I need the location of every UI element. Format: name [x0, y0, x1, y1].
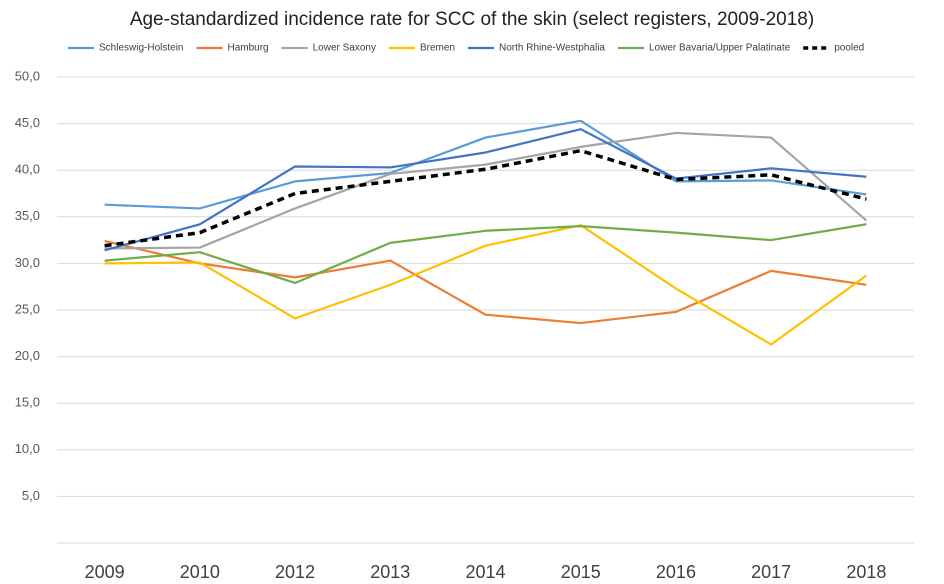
legend-label: North Rhine-Westphalia — [499, 43, 605, 54]
y-tick-label: 40,0 — [15, 162, 40, 177]
y-tick-label: 50,0 — [15, 68, 40, 83]
series-line — [104, 224, 868, 346]
y-tick-label: 25,0 — [15, 301, 40, 316]
series-line — [104, 239, 867, 325]
legend-label: Bremen — [420, 43, 455, 54]
legend-label: Lower Bavaria/Upper Palatinate — [649, 43, 791, 54]
y-tick-label: 10,0 — [15, 441, 40, 456]
series-line — [104, 131, 868, 250]
x-tick-label: 2017 — [751, 562, 791, 582]
legend-label: Schleswig-Holstein — [99, 43, 183, 54]
y-tick-label: 30,0 — [15, 255, 40, 270]
x-tick-label: 2018 — [846, 562, 886, 582]
series-line — [104, 223, 867, 285]
y-tick-label: 5,0 — [22, 488, 40, 503]
x-tick-label: 2013 — [370, 562, 410, 582]
x-tick-label: 2016 — [656, 562, 696, 582]
x-tick-label: 2014 — [465, 562, 505, 582]
legend-label: pooled — [834, 43, 864, 54]
y-tick-label: 45,0 — [15, 115, 40, 130]
legend-label: Hamburg — [227, 43, 268, 54]
y-tick-label: 15,0 — [15, 395, 40, 410]
series-line — [104, 128, 867, 252]
y-tick-label: 35,0 — [15, 208, 40, 223]
x-tick-label: 2010 — [180, 562, 220, 582]
y-tick-label: 20,0 — [15, 348, 40, 363]
legend-label: Lower Saxony — [313, 43, 376, 54]
x-tick-label: 2009 — [85, 562, 125, 582]
x-tick-label: 2015 — [561, 562, 601, 582]
series-line — [104, 148, 867, 248]
chart-title: Age-standardized incidence rate for SCC … — [130, 9, 814, 30]
series-line — [104, 119, 867, 210]
x-tick-label: 2012 — [275, 562, 315, 582]
